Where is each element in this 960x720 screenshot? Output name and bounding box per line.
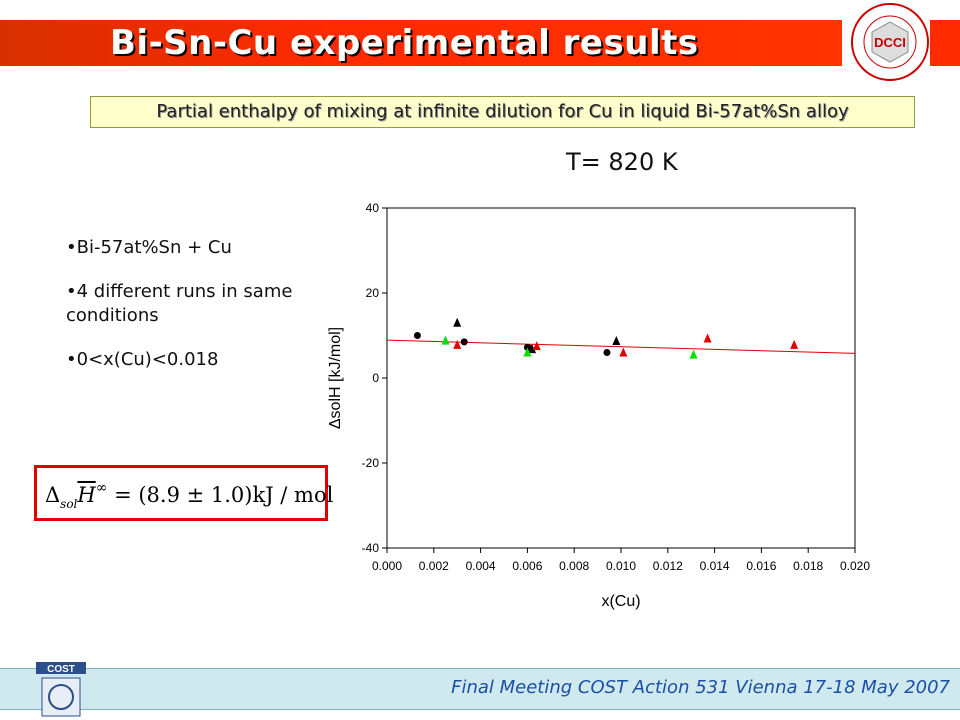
footer-bar: Final Meeting COST Action 531 Vienna 17-…	[0, 668, 960, 710]
subtitle-box: Partial enthalpy of mixing at infinite d…	[90, 96, 915, 128]
temperature-label: T= 820 K	[566, 148, 678, 176]
x-axis-label: x(Cu)	[601, 593, 640, 610]
formula-symbol: H	[77, 483, 96, 507]
formula-delta: Δ	[45, 483, 61, 507]
cost-logo-text: COST	[47, 664, 75, 675]
x-tick-label: 0.002	[419, 559, 449, 573]
y-tick-label: -20	[362, 456, 380, 470]
x-tick-label: 0.006	[512, 559, 542, 573]
data-point	[523, 347, 532, 357]
y-tick-label: 40	[366, 201, 380, 215]
formula-rhs: = (8.9 ± 1.0)kJ / mol	[107, 483, 334, 507]
data-point	[453, 317, 462, 327]
x-tick-label: 0.018	[793, 559, 823, 573]
data-point	[441, 335, 450, 345]
bullet-item: •Bi-57at%Sn + Cu	[66, 237, 232, 258]
dcci-logo-text: DCCI	[874, 35, 906, 50]
data-point	[703, 333, 712, 343]
x-tick-label: 0.000	[372, 559, 402, 573]
enthalpy-formula: ΔsolH∞ = (8.9 ± 1.0)kJ / mol	[45, 480, 333, 511]
formula-superscript: ∞	[95, 480, 108, 496]
data-point	[689, 349, 698, 359]
data-point	[460, 338, 468, 346]
data-point	[612, 336, 621, 346]
formula-subscript: sol	[60, 497, 78, 511]
y-tick-label: -40	[362, 541, 380, 555]
x-tick-label: 0.012	[653, 559, 683, 573]
y-tick-label: 0	[372, 371, 379, 385]
subtitle: Partial enthalpy of mixing at infinite d…	[156, 101, 849, 122]
data-point	[532, 341, 541, 351]
x-tick-label: 0.004	[466, 559, 496, 573]
bullet-item: •0<x(Cu)<0.018	[66, 349, 219, 370]
data-point	[603, 349, 611, 356]
plot-frame	[386, 207, 856, 549]
dcci-logo-icon: DCCI	[851, 3, 929, 81]
y-axis-label: ΔsolH [kJ/mol]	[327, 327, 344, 429]
bullet-list: •Bi-57at%Sn + Cu •4 different runs in sa…	[66, 236, 326, 392]
y-tick-label: 20	[366, 286, 380, 300]
data-point	[528, 344, 537, 354]
data-point	[619, 347, 628, 357]
enthalpy-scatter-chart: 40 20 0 -20 -40 0.000 0.002 0.004 0.006 0.008 0.01…	[327, 201, 870, 610]
title-bar	[0, 20, 842, 66]
formula-box: ΔsolH∞ = (8.9 ± 1.0)kJ / mol	[34, 465, 333, 521]
x-tick-label: 0.010	[606, 559, 636, 573]
data-point	[413, 332, 421, 339]
data-point	[453, 339, 462, 349]
bullet-item: •4 different runs in same conditions	[66, 281, 293, 326]
x-tick-label: 0.020	[840, 559, 870, 573]
title-bar-right	[930, 20, 960, 66]
data-point	[790, 339, 799, 349]
footer-text: Final Meeting COST Action 531 Vienna 17-…	[451, 677, 950, 698]
x-tick-label: 0.008	[559, 559, 589, 573]
page-title: Bi-Sn-Cu experimental results	[110, 23, 699, 63]
x-tick-label: 0.014	[700, 559, 730, 573]
cost-logo-icon: COST	[36, 662, 86, 717]
x-tick-label: 0.016	[746, 559, 776, 573]
